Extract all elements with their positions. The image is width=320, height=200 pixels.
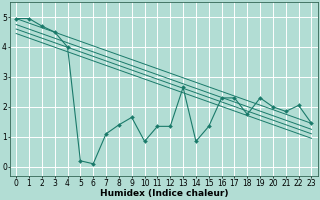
X-axis label: Humidex (Indice chaleur): Humidex (Indice chaleur) (100, 189, 228, 198)
